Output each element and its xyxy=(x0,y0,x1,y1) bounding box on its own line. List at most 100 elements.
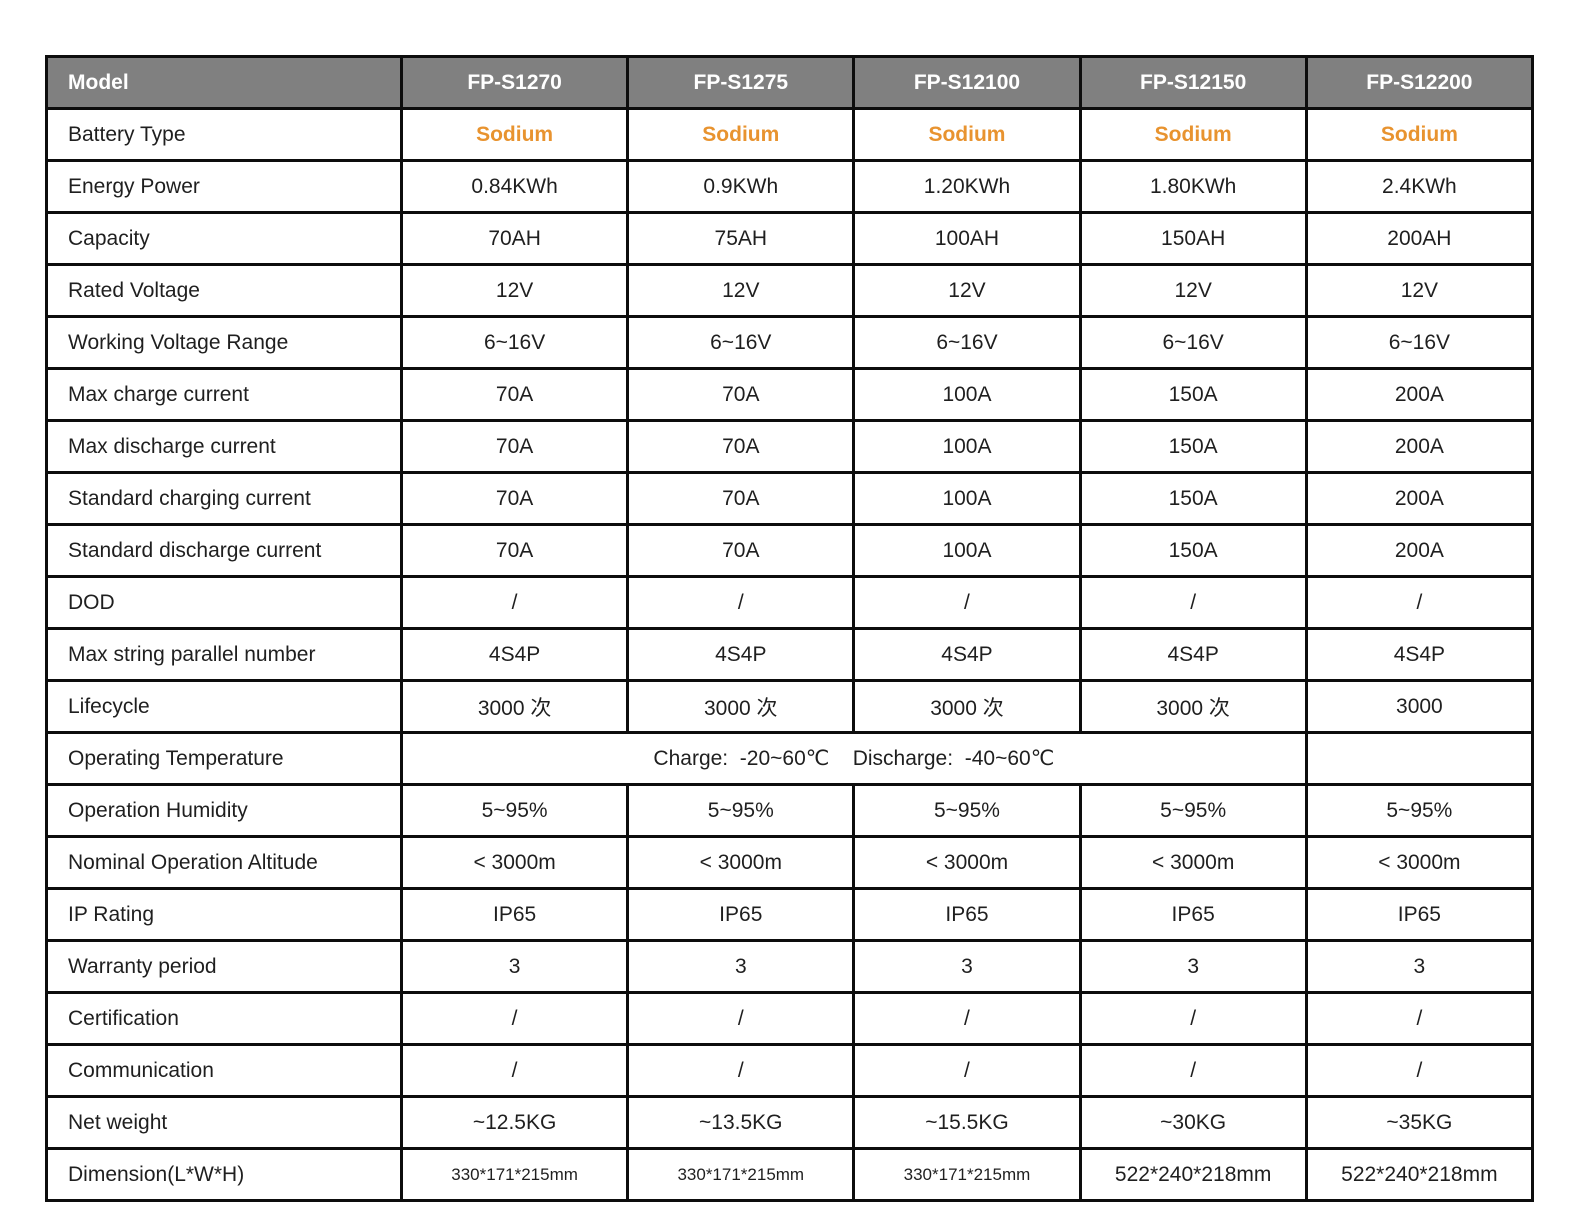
table-header: Model FP-S1270 FP-S1275 FP-S12100 FP-S12150 F… xyxy=(45,55,1535,110)
cell-communication-0: / xyxy=(399,1043,630,1098)
table-row-dod: DOD / / / / / xyxy=(45,575,1535,630)
table-row-dimension: Dimension(L*W*H) 330*171*215mm 330*171*215… xyxy=(45,1147,1535,1202)
table-body: Battery Type Sodium Sodium Sodium Sodium Sodi… xyxy=(45,107,1535,1202)
cell-max-discharge-current-2: 100A xyxy=(852,419,1082,474)
cell-rated-voltage-2: 12V xyxy=(852,263,1082,318)
cell-nominal-operation-altitude-1: < 3000m xyxy=(626,835,856,890)
row-label-operation-humidity: Operation Humidity xyxy=(45,783,403,838)
row-label-working-voltage-range: Working Voltage Range xyxy=(45,315,403,370)
row-label-warranty-period: Warranty period xyxy=(45,939,403,994)
cell-certification-2: / xyxy=(852,991,1082,1046)
cell-working-voltage-range-3: 6~16V xyxy=(1078,315,1308,370)
cell-ip-rating-0: IP65 xyxy=(399,887,630,942)
row-label-dimension: Dimension(L*W*H) xyxy=(45,1147,403,1202)
table-row-certification: Certification / / / / / xyxy=(45,991,1535,1046)
cell-warranty-period-3: 3 xyxy=(1078,939,1308,994)
row-label-max-string-parallel-number: Max string parallel number xyxy=(45,627,403,682)
cell-lifecycle-2: 3000 次 xyxy=(852,679,1082,734)
cell-capacity-2: 100AH xyxy=(852,211,1082,266)
cell-max-string-parallel-number-4: 4S4P xyxy=(1304,627,1535,682)
cell-working-voltage-range-0: 6~16V xyxy=(399,315,630,370)
cell-ip-rating-3: IP65 xyxy=(1078,887,1308,942)
row-label-ip-rating: IP Rating xyxy=(45,887,403,942)
cell-net-weight-1: ~13.5KG xyxy=(626,1095,856,1150)
cell-capacity-3: 150AH xyxy=(1078,211,1308,266)
table-row-ip-rating: IP Rating IP65 IP65 IP65 IP65 IP65 xyxy=(45,887,1535,942)
cell-standard-charging-current-0: 70A xyxy=(399,471,630,526)
row-label-lifecycle: Lifecycle xyxy=(45,679,403,734)
cell-certification-0: / xyxy=(399,991,630,1046)
cell-energy-power-1: 0.9KWh xyxy=(626,159,856,214)
table-row-battery-type: Battery Type Sodium Sodium Sodium Sodium Sodi… xyxy=(45,107,1535,162)
table-row-communication: Communication / / / / / xyxy=(45,1043,1535,1098)
table-row-nominal-operation-altitude: Nominal Operation Altitude < 3000m < 3000m… xyxy=(45,835,1535,890)
cell-net-weight-4: ~35KG xyxy=(1304,1095,1535,1150)
cell-nominal-operation-altitude-4: < 3000m xyxy=(1304,835,1535,890)
row-label-net-weight: Net weight xyxy=(45,1095,403,1150)
cell-dimension-0: 330*171*215mm xyxy=(399,1147,630,1202)
cell-standard-discharge-current-4: 200A xyxy=(1304,523,1535,578)
cell-energy-power-4: 2.4KWh xyxy=(1304,159,1535,214)
table-row-standard-discharge-current: Standard discharge current 70A 70A 100A 150A… xyxy=(45,523,1535,578)
cell-working-voltage-range-2: 6~16V xyxy=(852,315,1082,370)
cell-lifecycle-3: 3000 次 xyxy=(1078,679,1308,734)
row-label-nominal-operation-altitude: Nominal Operation Altitude xyxy=(45,835,403,890)
row-label-battery-type: Battery Type xyxy=(45,107,403,162)
cell-dimension-3: 522*240*218mm xyxy=(1078,1147,1308,1202)
cell-nominal-operation-altitude-2: < 3000m xyxy=(852,835,1082,890)
cell-max-discharge-current-3: 150A xyxy=(1078,419,1308,474)
header-cell-fp-s12200: FP-S12200 xyxy=(1304,55,1535,110)
row-label-certification: Certification xyxy=(45,991,403,1046)
cell-lifecycle-0: 3000 次 xyxy=(399,679,630,734)
header-row: Model FP-S1270 FP-S1275 FP-S12100 FP-S12150 F… xyxy=(45,55,1535,110)
cell-lifecycle-1: 3000 次 xyxy=(626,679,856,734)
cell-battery-type-4: Sodium xyxy=(1304,107,1535,162)
cell-max-discharge-current-4: 200A xyxy=(1304,419,1535,474)
table-row-working-voltage-range: Working Voltage Range 6~16V 6~16V 6~16V 6~16… xyxy=(45,315,1535,370)
cell-certification-4: / xyxy=(1304,991,1535,1046)
cell-operating-temperature-merged: Charge: -20~60℃ Discharge: -40~60℃ xyxy=(400,731,1308,786)
cell-battery-type-0: Sodium xyxy=(399,107,630,162)
cell-energy-power-2: 1.20KWh xyxy=(852,159,1082,214)
cell-dimension-1: 330*171*215mm xyxy=(626,1147,856,1202)
cell-working-voltage-range-1: 6~16V xyxy=(626,315,856,370)
cell-dimension-4: 522*240*218mm xyxy=(1304,1147,1535,1202)
table-row-energy-power: Energy Power 0.84KWh 0.9KWh 1.20KWh 1.80KWh 2… xyxy=(45,159,1535,214)
cell-lifecycle-4: 3000 xyxy=(1304,679,1535,734)
table-row-standard-charging-current: Standard charging current 70A 70A 100A 150A 2… xyxy=(45,471,1535,526)
cell-rated-voltage-0: 12V xyxy=(399,263,630,318)
cell-standard-discharge-current-1: 70A xyxy=(626,523,856,578)
cell-dod-4: / xyxy=(1304,575,1535,630)
row-label-dod: DOD xyxy=(45,575,403,630)
cell-operation-humidity-3: 5~95% xyxy=(1078,783,1308,838)
table-row-max-discharge-current: Max discharge current 70A 70A 100A 150A 200A xyxy=(45,419,1535,474)
cell-capacity-0: 70AH xyxy=(399,211,630,266)
cell-net-weight-0: ~12.5KG xyxy=(399,1095,630,1150)
cell-energy-power-0: 0.84KWh xyxy=(399,159,630,214)
row-label-capacity: Capacity xyxy=(45,211,403,266)
cell-rated-voltage-4: 12V xyxy=(1304,263,1535,318)
cell-communication-4: / xyxy=(1304,1043,1535,1098)
cell-energy-power-3: 1.80KWh xyxy=(1078,159,1308,214)
cell-capacity-4: 200AH xyxy=(1304,211,1535,266)
row-label-communication: Communication xyxy=(45,1043,403,1098)
header-cell-fp-s1275: FP-S1275 xyxy=(626,55,856,110)
cell-communication-1: / xyxy=(626,1043,856,1098)
row-label-rated-voltage: Rated Voltage xyxy=(45,263,403,318)
cell-dod-0: / xyxy=(399,575,630,630)
header-cell-fp-s12100: FP-S12100 xyxy=(852,55,1082,110)
cell-max-discharge-current-1: 70A xyxy=(626,419,856,474)
table-row-warranty-period: Warranty period 3 3 3 3 3 xyxy=(45,939,1535,994)
header-cell-fp-s12150: FP-S12150 xyxy=(1078,55,1308,110)
cell-nominal-operation-altitude-3: < 3000m xyxy=(1078,835,1308,890)
table-row-capacity: Capacity 70AH 75AH 100AH 150AH 200AH xyxy=(45,211,1535,266)
header-cell-fp-s1270: FP-S1270 xyxy=(399,55,630,110)
table-row-lifecycle: Lifecycle 3000 次 3000 次 3000 次 3000 次 3000 xyxy=(45,679,1535,734)
cell-dimension-2: 330*171*215mm xyxy=(852,1147,1082,1202)
cell-max-discharge-current-0: 70A xyxy=(399,419,630,474)
row-label-standard-discharge-current: Standard discharge current xyxy=(45,523,403,578)
cell-max-charge-current-3: 150A xyxy=(1078,367,1308,422)
table-row-max-charge-current: Max charge current 70A 70A 100A 150A 200A xyxy=(45,367,1535,422)
cell-standard-discharge-current-0: 70A xyxy=(399,523,630,578)
